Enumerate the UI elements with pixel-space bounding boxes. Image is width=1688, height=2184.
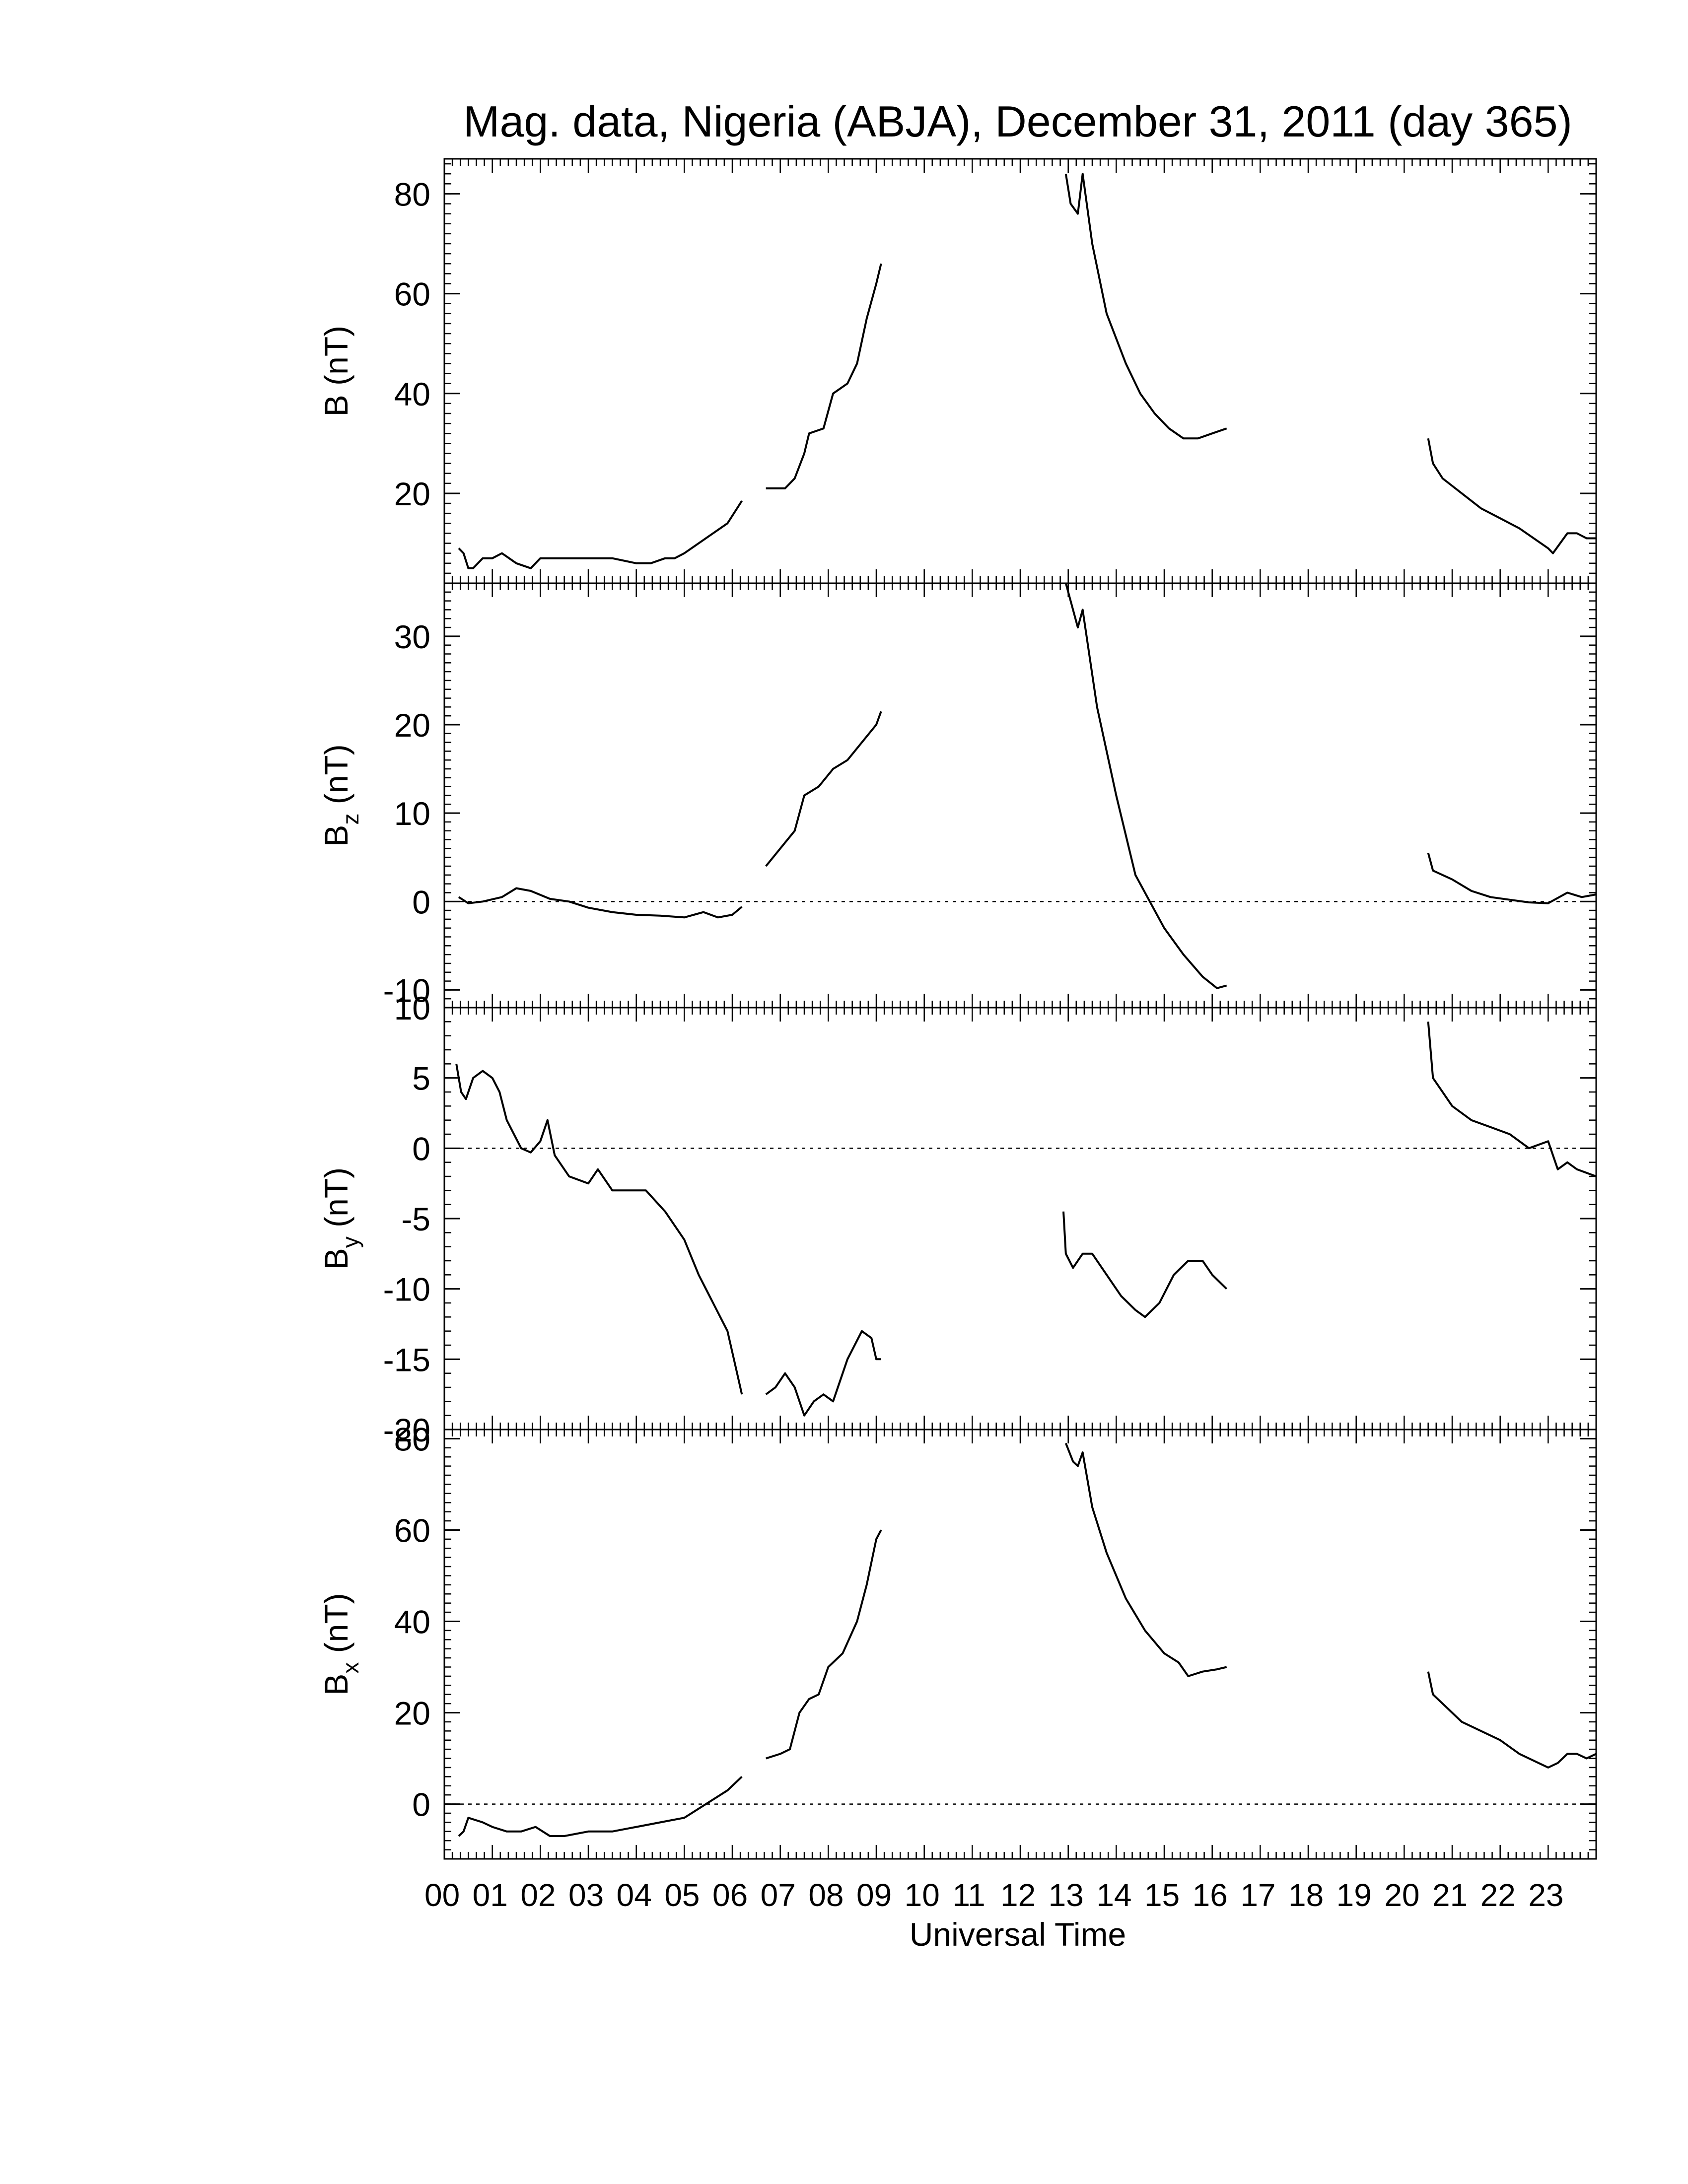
y-tick-label: 80 [394, 176, 430, 212]
y-tick-label: 20 [394, 476, 430, 512]
panel-Bz: -10 0 10 20 30 Bz (nT) [318, 582, 1597, 1009]
x-tick-label: 03 [568, 1877, 604, 1913]
x-tick-label: 16 [1193, 1877, 1228, 1913]
x-tick-label: 05 [664, 1877, 700, 1913]
series-line-By [765, 1330, 881, 1417]
plot-frame [443, 1429, 1597, 1860]
series-line-By [455, 1063, 743, 1395]
y-tick-label: 10 [394, 990, 430, 1026]
y-tick-label: 10 [394, 795, 430, 832]
plot-frame [443, 1007, 1597, 1431]
series-line-Bz [1427, 852, 1597, 904]
y-tick-label: 0 [412, 1786, 430, 1823]
x-tick-label: 02 [520, 1877, 556, 1913]
chart-title: Mag. data, Nigeria (ABJA), December 31, … [463, 97, 1572, 146]
x-tick-label: 19 [1336, 1877, 1372, 1913]
plot-frame [443, 582, 1597, 1009]
x-tick-label: 23 [1528, 1877, 1563, 1913]
x-tick-label: 12 [1000, 1877, 1036, 1913]
y-tick-label: 0 [412, 884, 430, 920]
x-tick-label: 08 [808, 1877, 844, 1913]
y-axis-label: Bx (nT) [318, 1593, 363, 1695]
series-line-Bz [765, 711, 882, 867]
y-tick-label: -10 [383, 972, 430, 1009]
x-axis-label: Universal Time [910, 1916, 1126, 1953]
x-tick-label: 06 [712, 1877, 748, 1913]
x-tick-label: 21 [1432, 1877, 1468, 1913]
y-axis-label: Bz (nT) [318, 744, 363, 846]
x-tick-label: 11 [952, 1877, 985, 1913]
x-tick-label: 09 [856, 1877, 892, 1913]
y-tick-label: 60 [394, 276, 430, 313]
x-tick-label: 22 [1480, 1877, 1516, 1913]
x-axis: 00 01 02 03 04 05 06 07 08 09 10 11 12 13 14 15 16 17 18 19… [424, 1877, 1564, 1913]
series-line-B [766, 263, 882, 489]
panel-By: -20 -15 -10 -5 0 5 10 By (nT) [318, 990, 1597, 1448]
y-axis-label: By (nT) [318, 1167, 363, 1270]
series-line-By [1062, 1211, 1228, 1318]
x-tick-label: 10 [905, 1877, 940, 1913]
series-line-B [458, 500, 743, 569]
y-tick-label: 20 [394, 707, 430, 744]
plot-frame [443, 158, 1597, 584]
y-tick-label: -15 [383, 1341, 430, 1378]
y-tick-label: 80 [394, 1421, 430, 1457]
series-line-B [1064, 173, 1227, 440]
series-line-Bx [1064, 1442, 1227, 1677]
y-tick-label: 20 [394, 1695, 430, 1732]
x-tick-label: 04 [617, 1877, 652, 1913]
y-tick-label: 0 [412, 1130, 430, 1167]
series-line-Bz [1064, 583, 1227, 989]
y-tick-label: 5 [412, 1060, 430, 1097]
x-tick-label: 20 [1384, 1877, 1419, 1913]
panels: 20 40 60 80 B (nT) -10 0 10 20 30 Bz (nT) -20 -15 -10… [318, 158, 1597, 1860]
x-tick-label: 15 [1144, 1877, 1180, 1913]
x-tick-label: 00 [424, 1877, 460, 1913]
y-tick-label: 60 [394, 1512, 430, 1549]
x-tick-label: 17 [1240, 1877, 1275, 1913]
y-tick-label: 40 [394, 376, 430, 412]
x-tick-label: 13 [1049, 1877, 1084, 1913]
panel-Bx: 0 20 40 60 80 Bx (nT) [318, 1421, 1597, 1860]
series-line-Bz [458, 887, 743, 919]
series-line-Bx [766, 1529, 882, 1760]
y-tick-label: 40 [394, 1603, 430, 1640]
y-tick-label: -20 [383, 1412, 430, 1448]
series-line-Bx [1427, 1671, 1597, 1769]
x-tick-label: 07 [761, 1877, 796, 1913]
x-tick-label: 18 [1288, 1877, 1324, 1913]
y-tick-label: -10 [383, 1271, 430, 1308]
y-axis-label: B (nT) [318, 326, 354, 416]
x-tick-label: 01 [473, 1877, 508, 1913]
series-line-Bx [458, 1775, 743, 1837]
x-tick-label: 14 [1096, 1877, 1131, 1913]
y-tick-label: -5 [401, 1201, 430, 1237]
panel-B: 20 40 60 80 B (nT) [318, 158, 1597, 584]
series-line-By [1427, 1022, 1597, 1177]
y-tick-label: 30 [394, 618, 430, 655]
series-line-B [1427, 438, 1596, 554]
